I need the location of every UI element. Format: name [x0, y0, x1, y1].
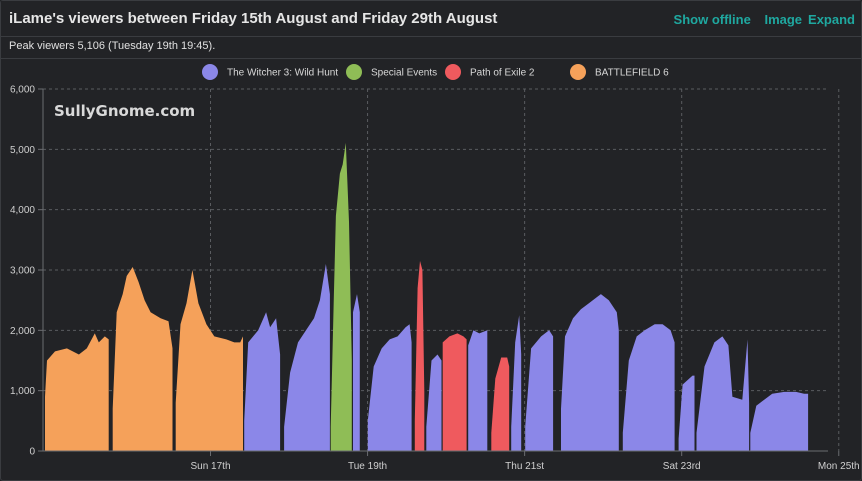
- area-segment-the-witcher-3-wild-hunt: [511, 315, 522, 451]
- chart-areas: [45, 142, 809, 451]
- area-segment-path-of-exile-2: [442, 333, 467, 451]
- area-segment-special-events: [330, 142, 352, 451]
- area-segment-battlefield-6: [112, 267, 173, 451]
- y-tick-label: 2,000: [10, 326, 35, 337]
- area-segment-battlefield-6: [45, 333, 109, 451]
- y-tick-label: 1,000: [10, 386, 35, 397]
- legend-item[interactable]: Special Events: [346, 64, 437, 80]
- legend-swatch: [202, 64, 218, 80]
- chart-title: iLame's viewers between Friday 15th Augu…: [9, 10, 498, 27]
- y-tick-label: 6,000: [10, 85, 35, 96]
- area-segment-path-of-exile-2: [491, 357, 510, 451]
- show-offline-link[interactable]: Show offline: [673, 12, 751, 27]
- legend-item[interactable]: Path of Exile 2: [445, 64, 535, 80]
- chart-legend[interactable]: The Witcher 3: Wild Hunt Special Events Pa…: [202, 64, 669, 80]
- area-segment-the-witcher-3-wild-hunt: [678, 375, 695, 451]
- image-link[interactable]: Image: [764, 12, 803, 27]
- header-actions: Show offline Image Expand: [664, 12, 855, 27]
- legend-label: BATTLEFIELD 6: [595, 68, 669, 79]
- chart-axes: 0 1,000 2,000 3,000 4,000 5,000 6,000 Sun 17th T…: [10, 85, 860, 473]
- legend-item[interactable]: BATTLEFIELD 6: [570, 64, 669, 80]
- panel-header: iLame's viewers between Friday 15th Augu…: [1, 1, 861, 37]
- x-tick-label: Sun 17th: [190, 461, 230, 472]
- legend-label: Special Events: [371, 68, 437, 79]
- expand-link[interactable]: Expand: [808, 12, 855, 27]
- area-segment-the-witcher-3-wild-hunt: [244, 312, 281, 451]
- x-tick-label: Sat 23rd: [663, 461, 701, 472]
- peak-bar: Peak viewers 5,106 (Tuesday 19th 19:45).: [1, 37, 861, 59]
- area-segment-the-witcher-3-wild-hunt: [426, 354, 442, 451]
- legend-label: Path of Exile 2: [470, 68, 535, 79]
- area-segment-path-of-exile-2: [414, 260, 425, 451]
- legend-item[interactable]: The Witcher 3: Wild Hunt: [202, 64, 338, 80]
- legend-label: The Witcher 3: Wild Hunt: [227, 68, 338, 79]
- watermark: SullyGnome.com: [54, 102, 195, 120]
- y-tick-label: 5,000: [10, 145, 35, 156]
- area-segment-the-witcher-3-wild-hunt: [525, 330, 554, 451]
- area-segment-the-witcher-3-wild-hunt: [468, 330, 488, 451]
- area-segment-the-witcher-3-wild-hunt: [750, 391, 809, 451]
- area-segment-the-witcher-3-wild-hunt: [284, 264, 330, 451]
- area-segment-the-witcher-3-wild-hunt: [353, 294, 360, 451]
- y-tick-label: 3,000: [10, 266, 35, 277]
- area-segment-the-witcher-3-wild-hunt: [561, 294, 619, 451]
- legend-swatch: [445, 64, 461, 80]
- area-segment-battlefield-6: [175, 270, 243, 451]
- legend-swatch: [346, 64, 362, 80]
- area-segment-the-witcher-3-wild-hunt: [622, 324, 675, 451]
- x-tick-label: Tue 19th: [348, 461, 387, 472]
- area-segment-the-witcher-3-wild-hunt: [367, 324, 412, 451]
- legend-swatch: [570, 64, 586, 80]
- y-tick-label: 4,000: [10, 205, 35, 216]
- area-segment-the-witcher-3-wild-hunt: [696, 336, 750, 451]
- x-tick-label: Thu 21st: [505, 461, 544, 472]
- x-tick-label: Mon 25th: [818, 461, 860, 472]
- y-tick-label: 0: [29, 447, 35, 458]
- peak-viewers-text: Peak viewers 5,106 (Tuesday 19th 19:45).: [9, 40, 216, 52]
